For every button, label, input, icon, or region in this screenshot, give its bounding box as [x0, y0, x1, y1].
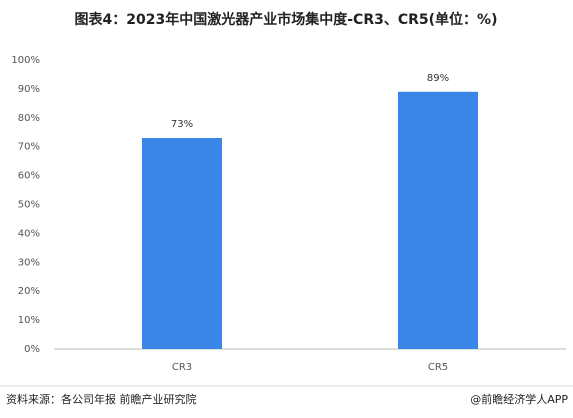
value-label: 73%: [171, 119, 193, 130]
y-tick-label: 100%: [11, 55, 40, 66]
y-tick-label: 10%: [18, 315, 40, 326]
y-tick-label: 50%: [18, 200, 40, 211]
bar: [398, 91, 478, 349]
y-tick-label: 70%: [18, 142, 40, 153]
chart-title: 图表4：2023年中国激光器产业市场集中度-CR3、CR5(单位：%): [75, 11, 498, 28]
value-label: 89%: [427, 73, 449, 84]
y-tick-label: 90%: [18, 84, 40, 95]
footer: @前瞻经济学人APP: [470, 392, 568, 406]
x-tick-label: CR3: [172, 362, 192, 373]
x-tick-label: CR5: [428, 362, 448, 373]
y-tick-label: 40%: [18, 228, 40, 239]
y-tick-label: 20%: [18, 286, 40, 297]
y-tick-label: 30%: [18, 257, 40, 268]
y-tick-label: 0%: [24, 344, 40, 355]
y-tick-label: 60%: [18, 171, 40, 182]
bar: [142, 138, 222, 349]
source: 资料来源：各公司年报 前瞻产业研究院: [6, 392, 197, 406]
y-tick-label: 80%: [18, 113, 40, 124]
